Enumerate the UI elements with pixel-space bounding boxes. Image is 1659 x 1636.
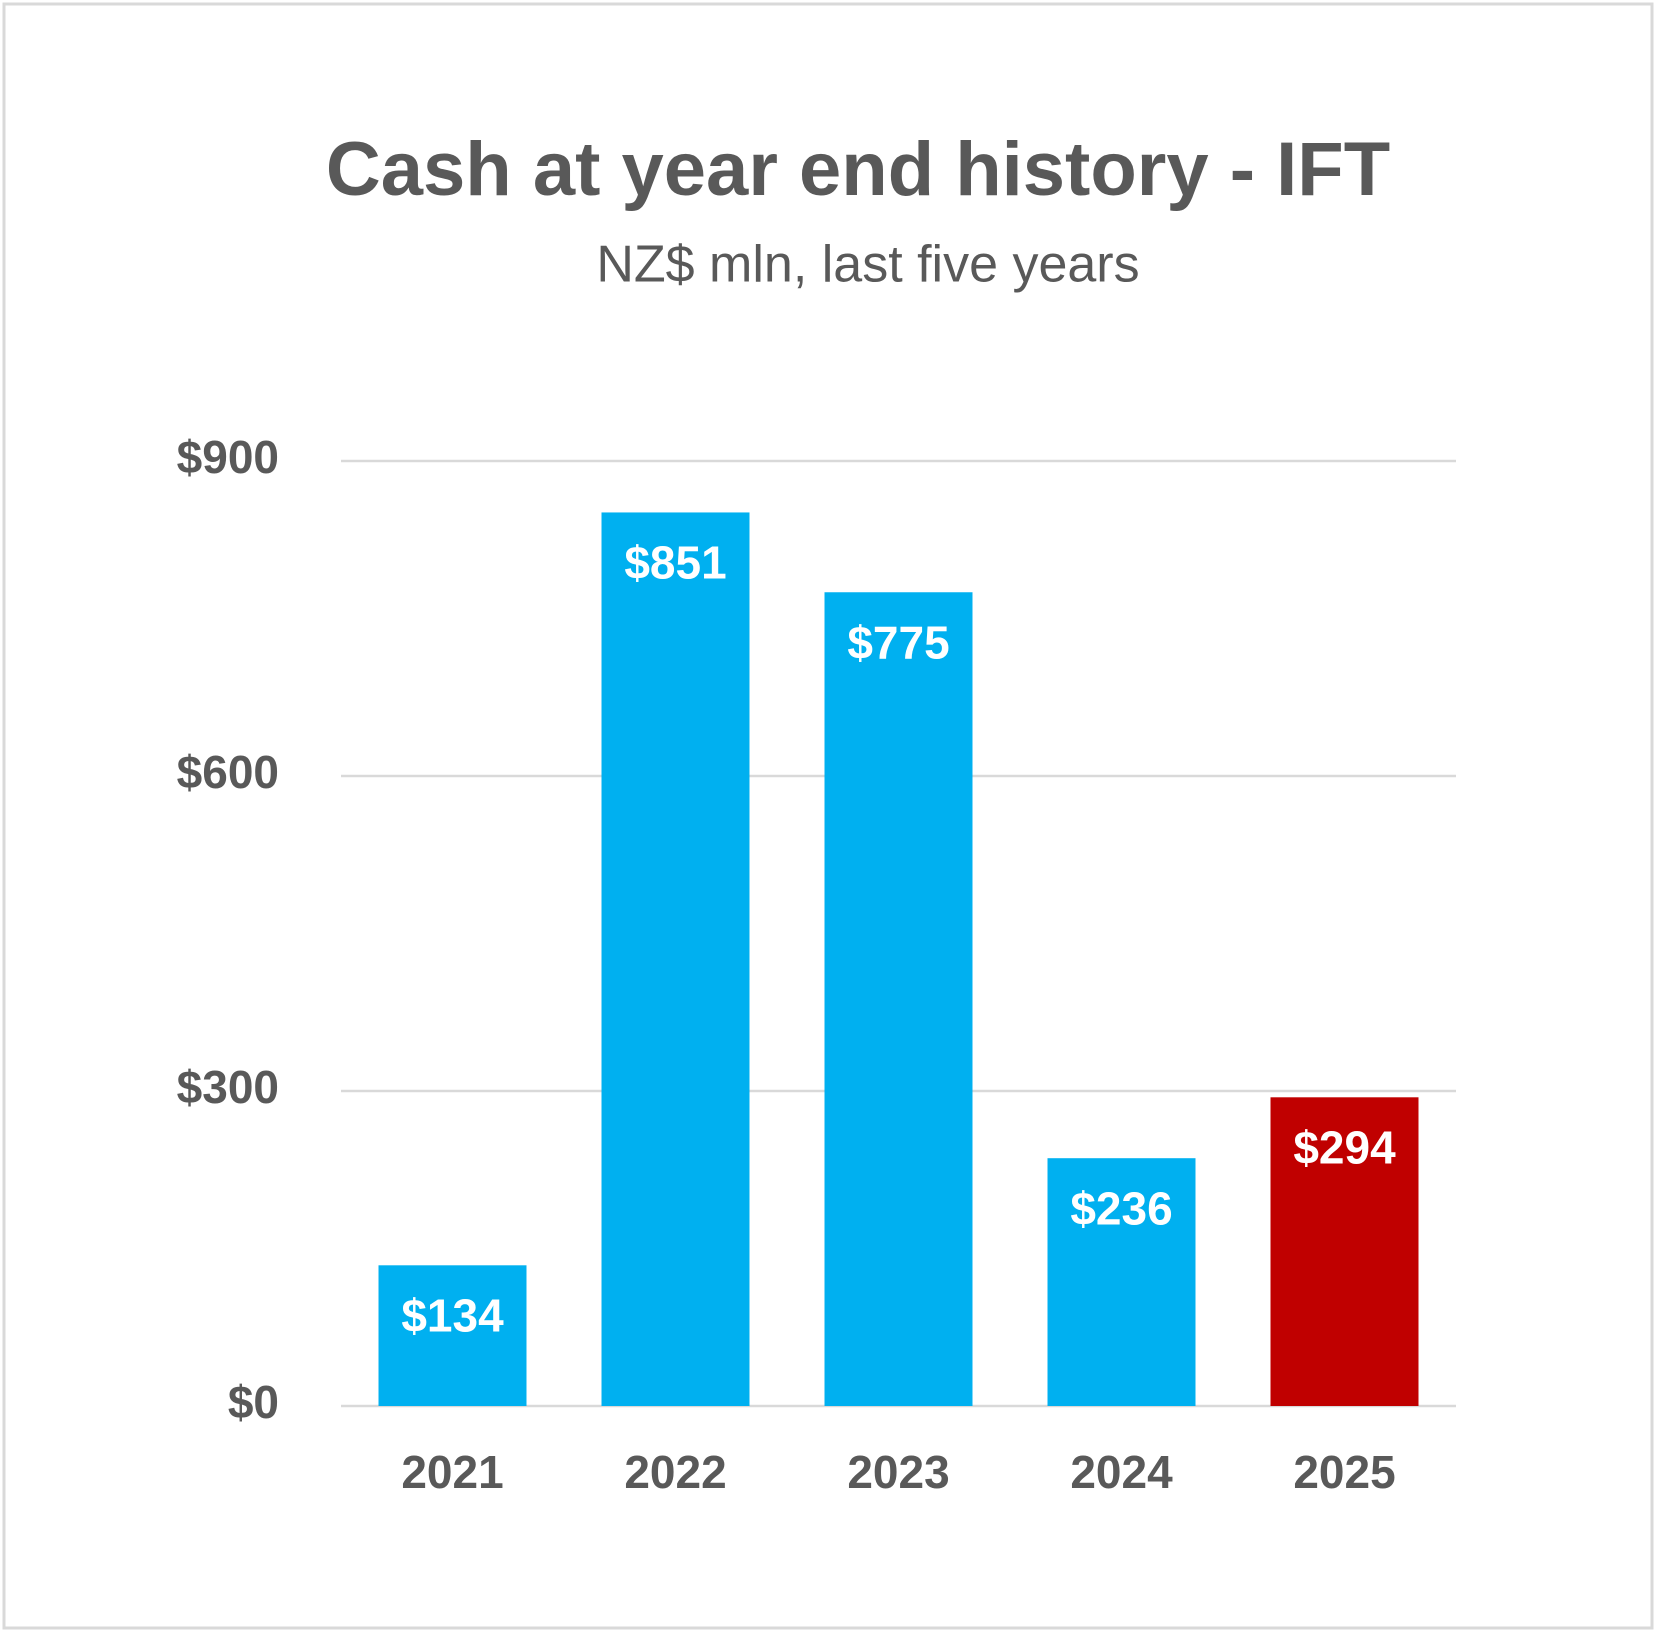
bar [601, 512, 750, 1406]
x-tick-label: 2023 [847, 1446, 949, 1498]
value-label: $775 [847, 616, 949, 668]
bar [824, 592, 973, 1406]
x-tick-label: 2022 [624, 1446, 726, 1498]
y-tick-label: $600 [177, 746, 279, 798]
bar [1270, 1097, 1419, 1406]
x-tick-label: 2021 [401, 1446, 503, 1498]
x-tick-label: 2024 [1070, 1446, 1173, 1498]
y-tick-label: $300 [177, 1061, 279, 1113]
value-label: $134 [401, 1289, 504, 1341]
y-tick-label: $900 [177, 431, 279, 483]
value-label: $294 [1293, 1121, 1396, 1173]
bar [1047, 1158, 1196, 1406]
x-tick-label: 2025 [1293, 1446, 1395, 1498]
chart-title: Cash at year end history - IFT [326, 127, 1390, 212]
value-label: $851 [624, 537, 726, 589]
bar [378, 1265, 527, 1406]
chart-subtitle: NZ$ mln, last five years [596, 236, 1139, 294]
y-tick-label: $0 [228, 1376, 279, 1428]
value-label: $236 [1070, 1182, 1172, 1234]
